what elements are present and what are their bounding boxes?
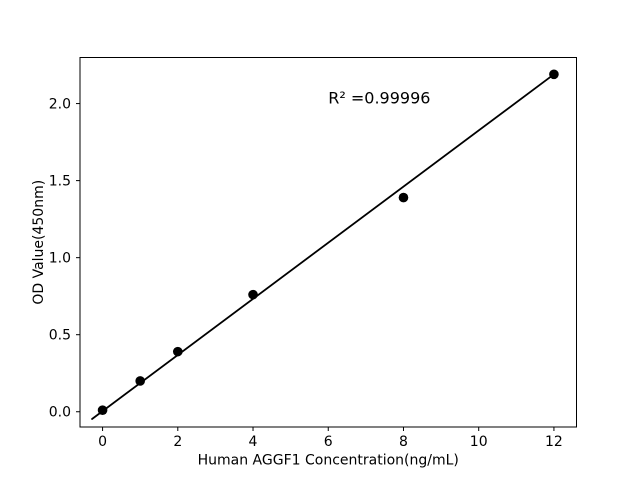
y-tick-label: 1.5: [49, 174, 71, 190]
x-tick-label: 10: [470, 434, 488, 450]
data-point: [248, 289, 258, 300]
r-squared-annotation: R² =0.99996: [328, 89, 430, 108]
fit-line: [91, 73, 555, 420]
x-tick-label: 12: [545, 434, 563, 450]
y-tick-label: 2.0: [49, 97, 71, 113]
data-point: [549, 69, 559, 80]
data-point: [135, 376, 145, 386]
y-tick-label: 0.5: [49, 328, 71, 344]
x-tick-label: 0: [98, 434, 107, 450]
data-point: [172, 346, 183, 357]
data-point: [398, 192, 409, 203]
x-tick-label: 8: [399, 434, 408, 450]
y-axis-label: OD Value(450nm): [31, 180, 47, 305]
data-point: [97, 405, 108, 416]
y-tick-label: 0.0: [49, 405, 71, 421]
x-axis-label: Human AGGF1 Concentration(ng/mL): [198, 453, 459, 469]
x-tick-label: 4: [249, 434, 258, 450]
x-tick-label: 6: [324, 434, 333, 450]
y-tick-label: 1.0: [49, 251, 71, 267]
x-tick-label: 2: [173, 434, 182, 450]
